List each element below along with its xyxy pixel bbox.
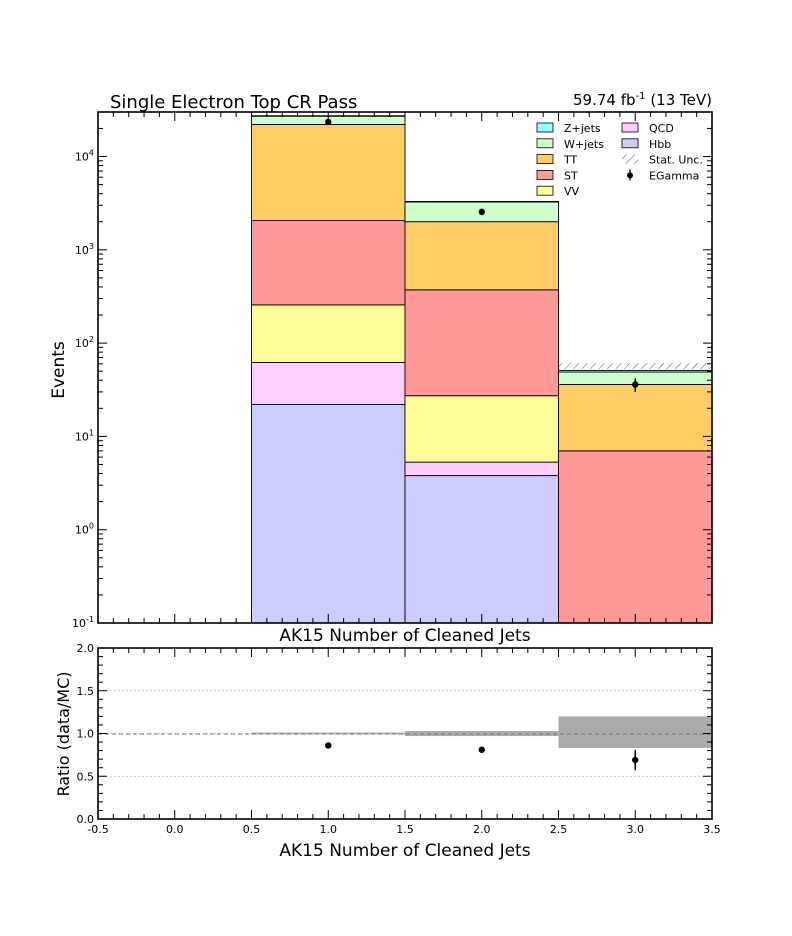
legend-swatch-st	[536, 169, 554, 180]
legend-label-qcd: QCD	[649, 122, 674, 135]
lumi-unit: fb	[621, 91, 636, 109]
legend-label-vv: VV	[564, 185, 580, 198]
ratio-frame	[97, 647, 713, 820]
main-xlabel: AK15 Number of Cleaned Jets	[279, 626, 530, 646]
lumi-energy: (13 TeV)	[650, 91, 712, 109]
data-point-3	[632, 381, 639, 388]
main-axis-ticks: 10-1 100 101 102 103 104	[72, 111, 713, 630]
ratio-points	[325, 742, 639, 771]
ratio-y-tick-label-3: 1.5	[77, 685, 95, 698]
ratio-y-tick-label-1: 0.5	[77, 770, 95, 783]
legend-swatch-stat-unc-	[622, 154, 638, 164]
legend-swatch-hbb	[621, 138, 639, 149]
bar-hbb-bin-1	[251, 404, 406, 624]
ratio-x-tick-label-6: 2.5	[550, 823, 568, 836]
lumi-value: 59.74	[573, 91, 616, 109]
ratio-x-tick-label-8: 3.5	[703, 823, 721, 836]
bar-qcd-bin-2	[404, 461, 559, 477]
lumi-label: 59.74 fb-1 (13 TeV)	[573, 91, 712, 109]
data-point-1	[325, 118, 332, 126]
bar-vv-bin-1	[251, 304, 406, 363]
ratio-panel: 0.00.51.01.52.0-0.5 0.0 0.5 1.0 1.5 2.0 2.5 3.0…	[54, 642, 721, 861]
ratio-ylabel: Ratio (data/MC)	[54, 671, 73, 796]
legend-swatch-tt	[536, 154, 554, 165]
ratio-y-tick-label-0: 0.0	[77, 813, 95, 826]
y-tick-label-4: 103	[75, 242, 94, 257]
ratio-point-2	[478, 746, 485, 753]
ratio-x-tick-label-2: 0.5	[243, 823, 261, 836]
y-tick-label-5: 104	[75, 149, 94, 164]
bar-qcd-bin-1	[251, 362, 406, 405]
lumi-exponent: -1	[636, 91, 646, 102]
ratio-x-tick-label-3: 1.0	[320, 823, 338, 836]
data-point-2	[478, 208, 485, 216]
ratio-unc-band	[251, 716, 712, 749]
y-tick-label-0: 10-1	[72, 615, 94, 630]
y-tick-label-3: 102	[75, 335, 94, 350]
legend-marker-egamma	[627, 172, 633, 179]
ratio-x-tick-label-1: 0.0	[166, 823, 184, 836]
ratio-point-1	[325, 742, 332, 749]
legend-swatch-z-jets	[536, 122, 554, 133]
ratio-band-bin-1	[251, 732, 405, 735]
main-panel: 10-1 100 101 102 103 104 AK15 Number of Clean…	[49, 111, 713, 646]
bar-vv-bin-2	[404, 395, 559, 463]
bar-tt-bin-1	[251, 124, 406, 222]
ratio-band-bin-2	[405, 730, 559, 737]
legend-label-st: ST	[564, 169, 578, 182]
stat-unc-box-bin-3	[558, 363, 712, 369]
ratio-x-tick-label-5: 2.0	[473, 823, 491, 836]
ratio-x-tick-label-7: 3.0	[627, 823, 645, 836]
legend-label-w-jets: W+jets	[564, 138, 604, 151]
bar-tt-bin-3	[558, 384, 713, 452]
bar-st-bin-3	[558, 450, 713, 624]
stat-unc-hatch	[558, 363, 712, 369]
legend-swatch-vv	[536, 185, 554, 196]
main-frame	[97, 111, 713, 624]
ratio-x-tick-label-4: 1.5	[396, 823, 414, 836]
stacked-bars	[251, 115, 713, 624]
bar-st-bin-1	[251, 220, 406, 306]
y-tick-label-1: 100	[75, 522, 94, 537]
bar-st-bin-2	[404, 289, 559, 397]
ratio-band-bin-3	[558, 716, 712, 749]
data-points	[325, 118, 639, 392]
bar-hbb-bin-2	[404, 475, 559, 624]
legend: Z+jets W+jets TT ST VV QCD Hbb Stat. Unc. EGamma	[536, 122, 703, 198]
ratio-xlabel: AK15 Number of Cleaned Jets	[279, 841, 530, 861]
legend-label-stat-unc-: Stat. Unc.	[649, 154, 703, 167]
legend-swatch-w-jets	[536, 138, 554, 149]
bar-z-jets-bin-3	[558, 369, 713, 373]
ratio-point-3	[632, 756, 639, 764]
legend-label-hbb: Hbb	[649, 138, 671, 151]
ratio-x-tick-label-0: -0.5	[87, 823, 108, 836]
legend-label-egamma: EGamma	[649, 169, 699, 182]
y-tick-label-2: 101	[75, 428, 94, 443]
ratio-y-tick-label-4: 2.0	[77, 642, 95, 655]
chart-title: Single Electron Top CR Pass	[110, 92, 357, 113]
bar-z-jets-bin-2	[404, 200, 559, 203]
legend-label-tt: TT	[563, 154, 578, 167]
legend-label-z-jets: Z+jets	[564, 122, 601, 135]
main-ylabel: Events	[49, 341, 69, 399]
bar-tt-bin-2	[404, 221, 559, 291]
ratio-y-tick-label-2: 1.0	[77, 728, 95, 741]
legend-swatch-qcd	[621, 122, 639, 133]
